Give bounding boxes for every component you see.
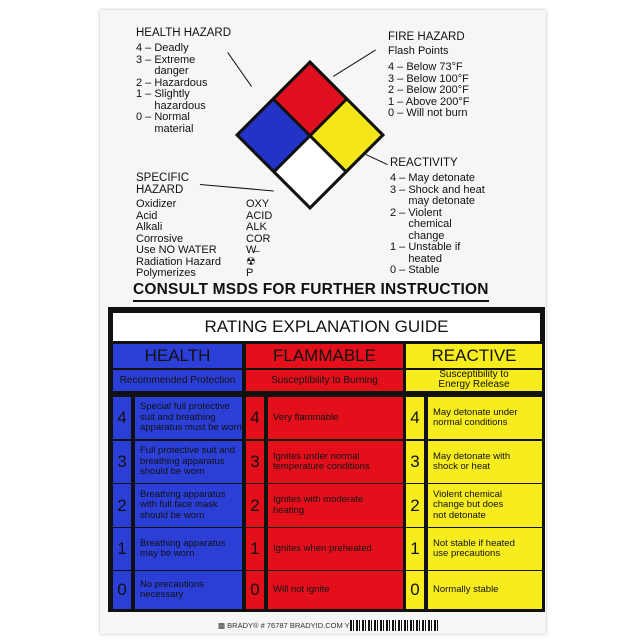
fire-hazard-list: 4 – Below 73°F 3 – Below 100°F 2 – Below 2… [388,61,470,120]
rating-description: Ignites when preheated [268,528,403,570]
rating-description: Ignites with moderate heating [268,484,403,527]
rating-number: 3 [246,441,264,483]
specific-hazard-title: SPECIFIC HAZARD [136,172,190,196]
column-subheader: Susceptibility to Energy Release [406,370,542,391]
column-header-flammable: FLAMMABLE [246,344,403,368]
list-item: 0 – Stable [390,264,440,276]
health-hazard-title: HEALTH HAZARD [136,27,231,39]
consult-msds-heading: CONSULT MSDS FOR FURTHER INSTRUCTION [133,281,489,302]
rating-number: 3 [113,441,131,483]
rating-number: 3 [406,441,424,483]
list-item: 2 – Hazardous [136,76,208,89]
rating-guide-title: RATING EXPLANATION GUIDE [113,313,540,341]
rating-number: 4 [113,397,131,439]
list-item: 4 – May detonate [390,172,476,184]
reactivity-title: REACTIVITY [390,157,458,169]
list-item: 2 – Below 200°F [388,84,469,96]
rating-description: Not stable if heated use precautions [428,528,542,570]
list-item: 1 – Unstable if heated [390,241,461,265]
rating-description: Ignites under normal temperature conditi… [268,441,403,483]
rating-number: 2 [406,484,424,527]
list-item: 4 – Deadly [136,42,189,54]
specific-hazard-codes: OXY ACID ALK COR W̶ ☢ P [246,198,273,279]
list-item: 3 – Shock and heat may detonate [390,183,485,207]
rating-number: 4 [406,397,424,439]
column-header-reactive: REACTIVE [406,344,542,368]
rating-number: 1 [246,528,264,570]
rating-description: Breathing apparatus may be worn [135,528,242,570]
list-item: 3 – Below 100°F [388,72,469,85]
column-header-health: HEALTH [113,344,242,368]
list-item: 2 – Violent chemical change [390,206,452,242]
rating-number: 0 [113,571,131,609]
rating-description: Very flammable [268,397,403,439]
rating-description: Breathing apparatus with full face mask … [135,484,242,527]
column-subheader: Susceptibility to Burning [246,370,403,391]
list-item: 1 – Slightly hazardous [136,88,206,112]
rating-description: No precautions necessary [135,571,242,609]
fire-hazard-title: FIRE HAZARD [388,31,465,43]
footer-brand: ▩ BRADY® # 76787 BRADYID.COM Y70260 [218,621,371,630]
rating-description: Will not ignite [268,571,403,609]
list-item: 0 – Normal material [136,111,194,135]
rating-number: 0 [246,571,264,609]
specific-hazard-names: Oxidizer Acid Alkali Corrosive Use NO WA… [136,198,221,279]
rating-description: May detonate with shock or heat [428,441,542,483]
list-item: 1 – Above 200°F [388,95,470,108]
fire-hazard-subtitle: Flash Points [388,45,449,57]
rating-description: Normally stable [428,571,542,609]
rating-number: 2 [113,484,131,527]
rating-description: Violent chemical change but does not det… [428,484,542,527]
rating-description: Special full protective suit and breathi… [135,397,242,439]
barcode [350,620,440,631]
list-item: 3 – Extreme danger [136,53,196,77]
list-item: 0 – Will not burn [388,107,468,119]
list-item: 4 – Below 73°F [388,61,463,73]
health-hazard-list: 4 – Deadly 3 – Extreme danger 2 – Hazardou… [136,42,208,135]
rating-number: 1 [113,528,131,570]
rating-number: 1 [406,528,424,570]
reactivity-list: 4 – May detonate 3 – Shock and heat may d… [390,172,485,277]
rating-description: Full protective suit and breathing appar… [135,441,242,483]
rating-description: May detonate under normal conditions [428,397,542,439]
rating-number: 2 [246,484,264,527]
column-subheader: Recommended Protection [113,370,242,391]
rating-number: 0 [406,571,424,609]
rating-number: 4 [246,397,264,439]
